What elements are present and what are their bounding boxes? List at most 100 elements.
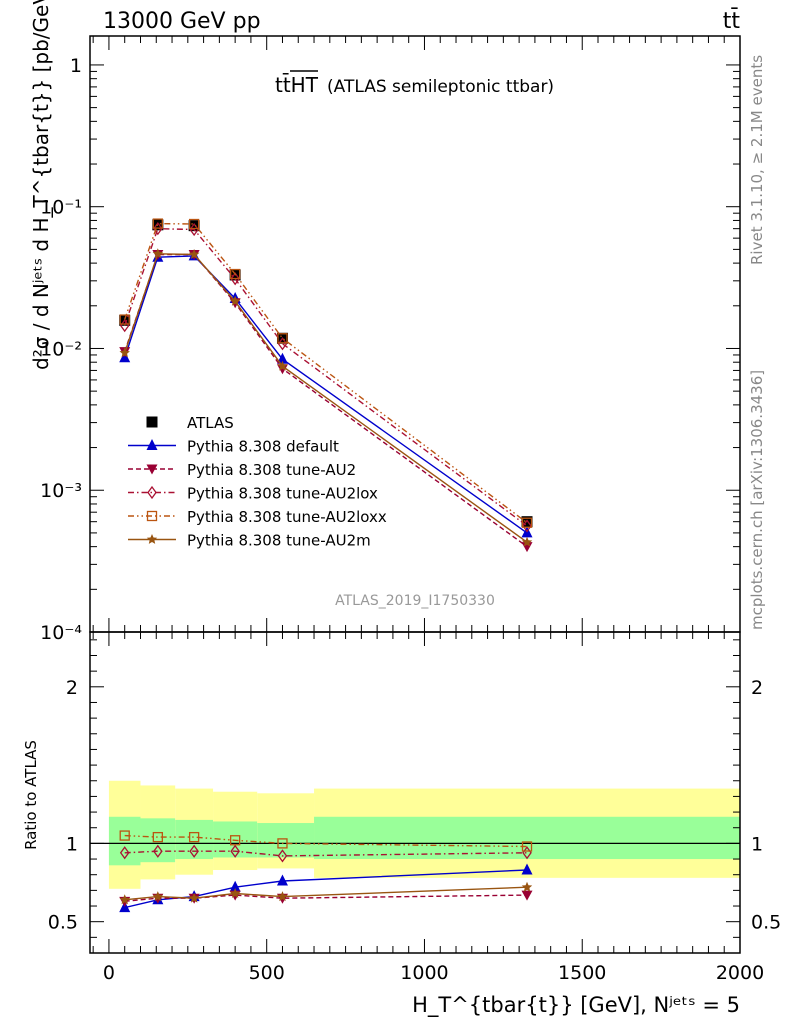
x-tick-label: 2000	[716, 962, 764, 984]
y-tick-label: 10⁻³	[40, 480, 82, 502]
y-tick-label: 10⁻²	[40, 338, 82, 360]
ratio-series-3	[119, 830, 533, 852]
x-axis-ticks: 0 500 1000 1500 2000	[92, 36, 764, 984]
ratio-line	[124, 834, 528, 848]
legend: ATLAS Pythia 8.308 default Pythia 8.308 tu…	[128, 414, 387, 550]
legend-label: Pythia 8.308 tune-AU2m	[187, 532, 371, 550]
series-4	[119, 218, 533, 528]
data-point	[119, 314, 130, 325]
series-line	[124, 253, 528, 543]
data-point	[229, 295, 241, 306]
data-point	[119, 347, 130, 358]
legend-label: Pythia 8.308 tune-AU2	[187, 461, 356, 479]
legend-marker	[146, 416, 158, 428]
legend-label: Pythia 8.308 default	[187, 438, 339, 456]
inner-band	[140, 818, 176, 863]
y-tick-label: 1	[70, 55, 82, 77]
ratio-point	[521, 841, 533, 852]
data-point	[521, 517, 533, 528]
series-0	[119, 219, 533, 528]
legend-marker	[146, 534, 158, 544]
x-tick-label: 0	[103, 962, 115, 984]
ratio-panel-frame	[89, 631, 741, 954]
legend-item: Pythia 8.308 tune-AU2lox	[128, 485, 378, 503]
ratio-line	[124, 886, 528, 901]
legend-marker	[146, 439, 158, 450]
ratio-y-ticks: 0.5 0.5 1 1 2 2	[48, 639, 781, 938]
data-point	[522, 519, 532, 533]
data-point	[188, 249, 200, 259]
y-tick-label: 10⁻⁴	[40, 622, 82, 644]
watermark-label: ATLAS_2019_I1750330	[335, 593, 495, 609]
header-left-label: 13000 GeV pp	[103, 9, 261, 34]
main-y-ticks: 1 10⁻¹ 10⁻² 10⁻³ 10⁻⁴	[40, 55, 740, 644]
ratio-point	[521, 881, 533, 892]
data-point	[229, 268, 241, 280]
legend-label: Pythia 8.308 tune-AU2lox	[187, 485, 378, 503]
ratio-line	[124, 869, 528, 909]
ratio-y-axis-label: Ratio to ATLAS	[22, 740, 40, 850]
header-right-label: tt̄	[723, 8, 741, 34]
data-point	[277, 337, 288, 351]
data-point	[188, 220, 200, 232]
x-tick-label: 1500	[558, 962, 606, 984]
ratio-series-1	[119, 890, 533, 907]
ratio-point	[521, 890, 533, 901]
ratio-line	[124, 850, 528, 857]
main-y-axis-label: d²σ / d Nʲᵉᵗˢ d H_T^{tbar{t}} [pb/GeV]	[29, 0, 53, 370]
x-tick-label: 500	[249, 962, 285, 984]
legend-item: Pythia 8.308 default	[128, 438, 339, 456]
legend-marker	[146, 510, 158, 522]
data-point	[230, 272, 240, 286]
ratio-tick-label: 0.5	[48, 912, 78, 934]
ratio-point	[229, 880, 241, 892]
ratio-point	[230, 844, 240, 858]
ratio-point	[188, 831, 200, 843]
series-5	[119, 248, 533, 547]
data-point	[152, 248, 164, 259]
legend-label: ATLAS	[187, 414, 234, 432]
ratio-tick-label: 2	[66, 677, 78, 699]
ratio-series-4	[119, 881, 533, 905]
ratio-point	[119, 894, 130, 905]
ratio-point	[152, 891, 164, 902]
mcplots-label: mcplots.cern.ch [arXiv:1306.3436]	[748, 370, 766, 630]
data-point	[189, 222, 199, 237]
ratio-tick-label-right: 2	[751, 677, 763, 699]
data-point	[152, 218, 163, 229]
main-series-layer	[119, 218, 533, 553]
legend-item: ATLAS	[146, 414, 234, 432]
ratio-point	[521, 863, 533, 875]
series-2	[119, 250, 533, 553]
ratio-point	[276, 874, 288, 886]
x-axis-label: H_T^{tbar{t}} [GeV], Nʲᵉᵗˢ = 5	[412, 993, 740, 1018]
data-point	[276, 352, 288, 364]
legend-marker	[147, 485, 157, 500]
ratio-point	[153, 844, 163, 858]
data-point	[521, 516, 533, 528]
ratio-point	[229, 888, 241, 898]
main-title: tt̄HT	[275, 72, 319, 97]
data-point	[277, 360, 288, 371]
data-point	[188, 218, 200, 230]
series-line	[124, 222, 528, 524]
series-line	[124, 253, 528, 548]
legend-item: Pythia 8.308 tune-AU2loxx	[128, 508, 387, 526]
rivet-label: Rivet 3.1.10, ≥ 2.1M events	[748, 55, 766, 265]
ratio-point	[119, 846, 130, 860]
ratio-point	[152, 831, 163, 843]
legend-item: Pythia 8.308 tune-AU2	[128, 461, 356, 479]
series-line	[124, 227, 528, 527]
ratio-point	[277, 838, 288, 849]
ratio-point	[119, 830, 130, 841]
main-panel: 1 10⁻¹ 10⁻² 10⁻³ 10⁻⁴ tt̄HT (ATLAS semilepto…	[29, 0, 741, 644]
data-point	[277, 333, 288, 344]
ratio-line	[124, 894, 528, 902]
uncertainty-bands	[108, 780, 740, 889]
ratio-point	[189, 844, 199, 858]
ratio-point	[277, 891, 288, 902]
inner-band	[314, 816, 740, 860]
ratio-tick-label-right: 1	[751, 833, 763, 855]
